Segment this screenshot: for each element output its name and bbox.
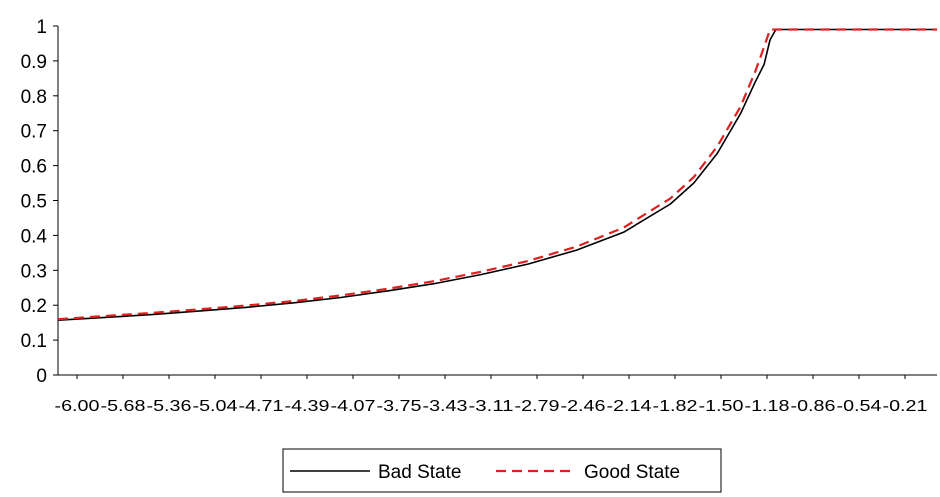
x-tick-label: -1.50: [699, 398, 744, 415]
y-tick-label: 0.7: [21, 122, 47, 143]
x-tick-label: -1.82: [653, 398, 698, 415]
y-tick-label: 0.6: [21, 157, 47, 178]
y-tick-label: 0: [36, 366, 47, 387]
x-tick-label: -1.18: [745, 398, 790, 415]
y-tick-label: 0.5: [21, 192, 47, 213]
y-tick-label: 0.8: [21, 87, 47, 108]
y-tick-label: 1: [36, 17, 47, 38]
x-tick-label: -2.79: [515, 398, 560, 415]
series-line-good-state: [57, 28, 937, 321]
y-axis: 0 0.1 0.2 0.3 0.4 0.5 0.6 0.7 0.8 0.9 1: [21, 17, 59, 387]
y-tick-label: 0.3: [21, 261, 47, 282]
x-tick-label: -4.07: [331, 398, 376, 415]
y-tick-label: 0.4: [21, 226, 48, 247]
legend-label: Bad State: [378, 462, 461, 483]
x-axis: -6.00 -5.68 -5.36 -5.04 -4.71 -4.39 -4.07 -3.75…: [55, 374, 937, 415]
x-tick-label: -3.43: [423, 398, 468, 415]
x-tick-label: -0.21: [883, 398, 928, 415]
x-tick-label: -5.68: [101, 398, 146, 415]
x-tick-label: -4.71: [239, 398, 284, 415]
y-tick-label: 0.1: [21, 331, 47, 352]
x-tick-label: -2.14: [607, 398, 652, 415]
series-line-bad-state: [57, 28, 937, 321]
x-tick-label: -6.00: [55, 398, 100, 415]
series-layer: [57, 28, 937, 321]
x-tick-label: -3.11: [469, 398, 514, 415]
x-tick-label: -2.46: [561, 398, 606, 415]
legend-label: Good State: [584, 462, 680, 483]
x-tick-label: -4.39: [285, 398, 330, 415]
x-tick-label: -0.86: [791, 398, 836, 415]
x-tick-label: -5.04: [193, 398, 238, 415]
x-tick-label: -3.75: [377, 398, 422, 415]
legend: Bad State Good State: [282, 448, 722, 493]
y-tick-label: 0.9: [21, 52, 47, 73]
x-tick-label: -0.54: [837, 398, 882, 415]
x-tick-label: -5.36: [147, 398, 192, 415]
y-tick-label: 0.2: [21, 296, 47, 317]
